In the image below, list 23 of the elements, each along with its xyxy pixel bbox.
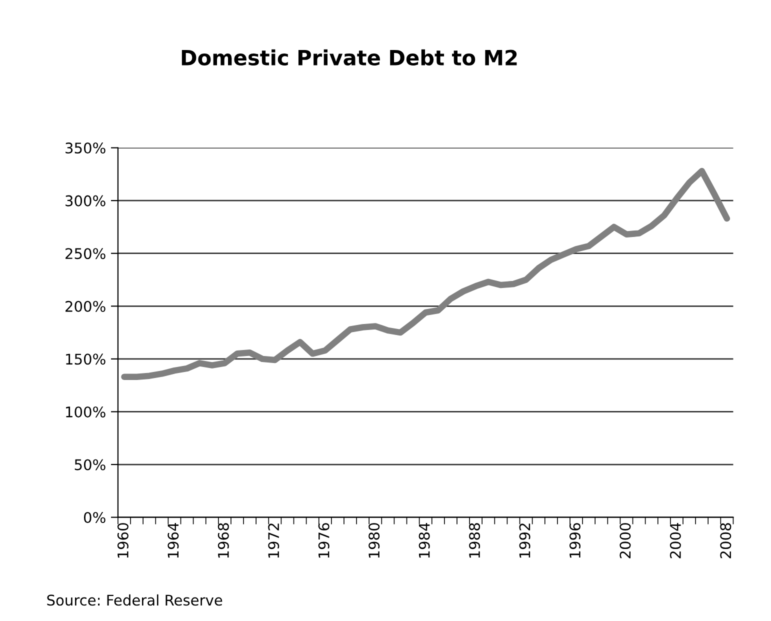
y-tick-label: 350% xyxy=(66,142,106,154)
y-tick-label: 250% xyxy=(66,248,106,260)
x-tick-label: 1996 xyxy=(569,523,580,558)
x-tick-label: 1992 xyxy=(519,524,530,558)
x-tick-label: 1968 xyxy=(218,523,229,558)
x-tick-label: 1984 xyxy=(418,522,430,558)
x-tick-label: 1960 xyxy=(117,523,128,558)
y-tick-label: 50% xyxy=(74,459,106,470)
y-tick-label: 150% xyxy=(66,354,106,365)
x-tick-label: 2004 xyxy=(670,522,681,558)
x-tick-label: 1988 xyxy=(469,523,480,558)
x-tick-label: 1980 xyxy=(368,523,380,558)
x-tick-label: 1972 xyxy=(268,524,280,558)
y-tick-label: 0% xyxy=(84,512,106,524)
x-tick-label: 1964 xyxy=(168,522,179,558)
x-tick-label: 2000 xyxy=(620,523,631,558)
chart-title: Domestic Private Debt to M2 xyxy=(182,49,517,66)
source-note: Source: Federal Reserve xyxy=(47,594,222,606)
x-tick-label: 1976 xyxy=(318,523,330,558)
y-tick-label: 300% xyxy=(66,195,106,206)
y-tick-label: 100% xyxy=(66,406,106,418)
y-tick-label: 200% xyxy=(66,300,106,312)
x-tick-label: 2008 xyxy=(720,523,732,558)
